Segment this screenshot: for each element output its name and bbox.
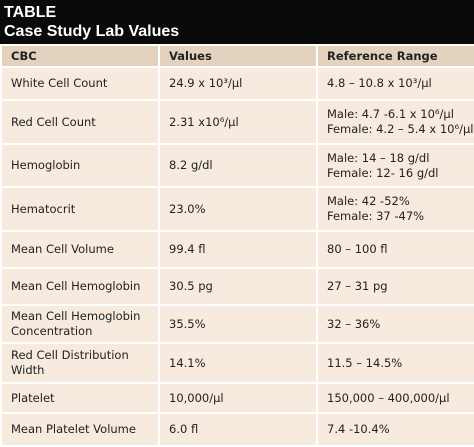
table-cell: 6.0 fl — [158, 412, 318, 447]
table-cell: 30.5 pg — [158, 267, 318, 306]
table-cell: 24.9 x 10³/µl — [158, 66, 318, 101]
table-cell: Mean Cell Hemoglobin Concentration — [0, 304, 160, 344]
table-cell: 150,000 – 400,000/µl — [316, 382, 474, 414]
table-cell: 32 – 36% — [316, 304, 474, 344]
cell-line: Male: 14 – 18 g/dl — [327, 150, 430, 165]
cell-line: Male: 42 -52% — [327, 194, 410, 208]
table-cell: Male: 14 – 18 g/dl Female: 12- 16 g/dl — [316, 143, 474, 188]
table-cell: 10,000/µl — [158, 382, 318, 414]
table-row: Mean Cell Hemoglobin 30.5 pg 27 – 31 pg — [0, 267, 474, 306]
column-header: Values — [158, 44, 318, 68]
table-body: White Cell Count 24.9 x 10³/µl 4.8 – 10.8 … — [0, 66, 474, 447]
table-row: Mean Cell Volume 99.4 fl 80 – 100 fl — [0, 230, 474, 269]
table-cell: Red Cell Distribution Width — [0, 342, 160, 384]
table-cell: Hemoglobin — [0, 143, 160, 188]
table-cell: Mean Cell Hemoglobin — [0, 267, 160, 306]
table-cell: Mean Cell Volume — [0, 230, 160, 269]
table-cell: 8.2 g/dl — [158, 143, 318, 188]
table-row: Mean Platelet Volume 6.0 fl 7.4 -10.4% — [0, 412, 474, 447]
cell-line: Female: 12- 16 g/dl — [327, 165, 439, 180]
table-cell: 11.5 – 14.5% — [316, 342, 474, 384]
table-row: Hemoglobin 8.2 g/dl Male: 14 – 18 g/dl Fema… — [0, 143, 474, 188]
table-cell: Platelet — [0, 382, 160, 414]
cell-line: Female: 4.2 – 5.4 x 10⁶/µl — [327, 122, 474, 136]
column-header: CBC — [0, 44, 160, 68]
table-row: Red Cell Count 2.31 x10⁶/µl Male: 4.7 -6.1… — [0, 99, 474, 145]
table-row: White Cell Count 24.9 x 10³/µl 4.8 – 10.8 … — [0, 66, 474, 101]
header-title: Case Study Lab Values — [4, 23, 180, 40]
table-row: Platelet 10,000/µl 150,000 – 400,000/µl — [0, 382, 474, 414]
table-cell: Male: 42 -52% Female: 37 -47% — [316, 186, 474, 232]
table-cell: 2.31 x10⁶/µl — [158, 99, 318, 145]
cell-line: Female: 37 -47% — [327, 209, 425, 223]
lab-table: CBC Values Reference Range White Cell Coun… — [0, 44, 474, 447]
column-header: Reference Range — [316, 44, 474, 68]
table-row: Red Cell Distribution Width 14.1% 11.5 – 1… — [0, 342, 474, 384]
table-cell: 80 – 100 fl — [316, 230, 474, 269]
table-cell: 14.1% — [158, 342, 318, 384]
table-row: Hematocrit 23.0% Male: 42 -52% Female: 37 -… — [0, 186, 474, 232]
table-cell: 99.4 fl — [158, 230, 318, 269]
table-header: TABLE Case Study Lab Values — [0, 0, 474, 44]
table-cell: Mean Platelet Volume — [0, 412, 160, 447]
table-cell: White Cell Count — [0, 66, 160, 101]
table-cell: Hematocrit — [0, 186, 160, 232]
table-row: Mean Cell Hemoglobin Concentration 35.5% 3… — [0, 304, 474, 344]
table-cell: Red Cell Count — [0, 99, 160, 145]
table-cell: 35.5% — [158, 304, 318, 344]
table-cell: 4.8 – 10.8 x 10³/µl — [316, 66, 474, 101]
header-label: TABLE — [4, 4, 57, 21]
table-cell: 23.0% — [158, 186, 318, 232]
table-cell: Male: 4.7 -6.1 x 10⁶/µl Female: 4.2 – 5.4… — [316, 99, 474, 145]
cell-line: Male: 4.7 -6.1 x 10⁶/µl — [327, 107, 454, 121]
table-cell: 7.4 -10.4% — [316, 412, 474, 447]
table-cell: 27 – 31 pg — [316, 267, 474, 306]
column-header-row: CBC Values Reference Range — [0, 44, 474, 68]
